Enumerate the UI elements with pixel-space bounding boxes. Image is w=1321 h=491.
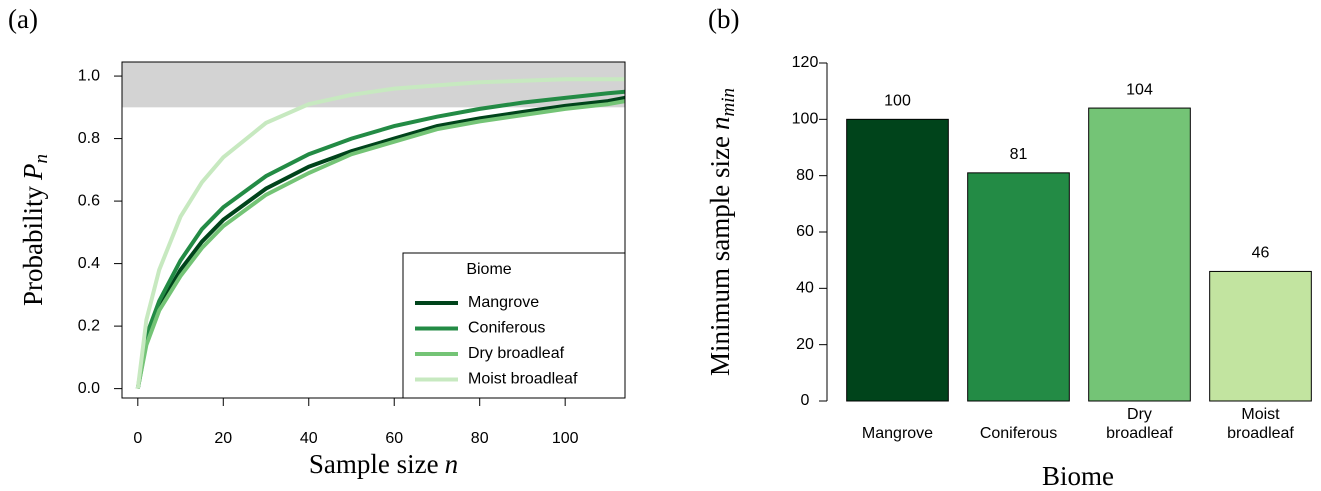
legend-title: Biome — [466, 261, 511, 278]
x-axis-title-text: Sample size — [309, 449, 439, 479]
line-series — [135, 99, 626, 389]
x-tick-label: 60 — [385, 430, 403, 447]
x-tick-label: 100 — [552, 430, 579, 447]
legend-label: Mangrove — [468, 294, 539, 311]
bar — [846, 118, 949, 402]
x-tick-label-box: Dry broadleaf — [1106, 406, 1173, 442]
x-tick-label: Coniferous — [979, 425, 1058, 442]
legend-label: Moist broadleaf — [468, 371, 578, 388]
y-axis-title-subscript: n — [31, 154, 52, 164]
x-tick-label: 0 — [133, 430, 142, 447]
y-axis-title: Minimum sample size nmin — [705, 88, 739, 376]
y-axis-title-symbol: P — [18, 164, 48, 182]
value-label: 104 — [1126, 81, 1153, 98]
y-tick-label: 1.0 — [78, 67, 100, 84]
y-axis-title: Probability Pn — [18, 154, 52, 306]
y-tick-label: 40 — [796, 280, 814, 297]
x-tick-label: Mangrove — [861, 425, 934, 442]
value-label: 46 — [1252, 245, 1270, 262]
line-series — [135, 89, 626, 389]
bar — [1088, 107, 1191, 402]
bar — [967, 172, 1070, 402]
x-tick-label-box: Mangrove — [861, 425, 934, 442]
y-axis-title-subscript: min — [718, 88, 739, 117]
y-tick-label: 0 — [801, 392, 810, 409]
x-tick-label: Moist broadleaf — [1227, 406, 1294, 442]
plot-frame — [121, 61, 626, 399]
value-label: 100 — [884, 93, 911, 110]
x-axis-title: Biome — [1042, 461, 1114, 491]
legend-box — [402, 252, 626, 399]
x-tick-label-box: Coniferous — [979, 425, 1058, 442]
y-axis-title-text: Probability — [18, 186, 48, 306]
y-tick-label: 0.0 — [78, 380, 100, 397]
y-tick-label: 120 — [792, 54, 819, 71]
y-tick-label: 60 — [796, 223, 814, 240]
legend-label: Coniferous — [468, 320, 545, 337]
y-tick-label: 0.4 — [78, 255, 100, 272]
panel-label: (b) — [708, 4, 739, 34]
line-series — [135, 95, 626, 389]
y-tick-label: 80 — [796, 167, 814, 184]
line-series — [135, 77, 625, 389]
x-tick-label-box: Moist broadleaf — [1227, 406, 1294, 442]
x-tick-label: 40 — [300, 430, 318, 447]
value-label: 81 — [1010, 146, 1028, 163]
x-tick-label: 20 — [214, 430, 232, 447]
y-tick-label: 100 — [792, 111, 819, 128]
panel-label: (a) — [8, 4, 38, 34]
y-tick-label: 20 — [796, 336, 814, 353]
y-axis-title-text: Minimum sample size — [705, 136, 735, 376]
x-axis-title-symbol: n — [445, 449, 459, 479]
y-axis-title-symbol: n — [705, 117, 735, 131]
x-tick-label: Dry broadleaf — [1106, 406, 1173, 442]
y-tick-label: 0.2 — [78, 317, 100, 334]
y-tick-label: 0.8 — [78, 130, 100, 147]
bar — [1209, 270, 1312, 402]
y-tick-label: 0.6 — [78, 192, 100, 209]
x-axis-title: Sample size n — [309, 449, 458, 479]
legend-label: Dry broadleaf — [468, 345, 565, 362]
x-tick-label: 80 — [471, 430, 489, 447]
